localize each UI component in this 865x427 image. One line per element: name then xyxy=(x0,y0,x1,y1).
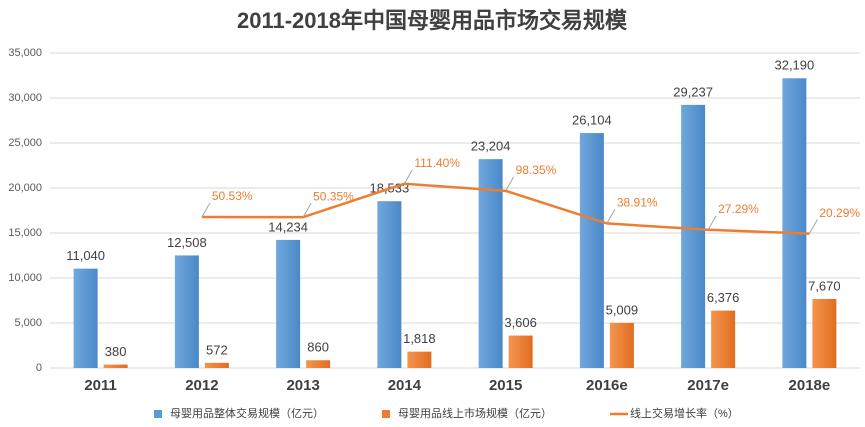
value-label: 3,606 xyxy=(504,315,537,330)
y-tick-label: 30,000 xyxy=(8,92,42,104)
bar xyxy=(407,351,432,368)
value-label: 29,237 xyxy=(673,84,713,99)
value-label: 27.29% xyxy=(718,202,759,216)
y-tick-label: 15,000 xyxy=(8,227,42,239)
bar xyxy=(681,104,706,368)
value-label: 12,508 xyxy=(167,235,207,250)
leader-line xyxy=(707,215,717,231)
value-label: 20.29% xyxy=(819,206,860,220)
bar xyxy=(174,255,199,368)
value-label: 6,376 xyxy=(707,290,740,305)
y-tick-label: 5,000 xyxy=(14,317,42,329)
x-tick-label: 2013 xyxy=(286,377,319,394)
y-tick-label: 35,000 xyxy=(8,47,42,59)
value-label: 1,818 xyxy=(403,331,436,346)
bar xyxy=(609,322,634,368)
leader-line xyxy=(808,219,818,234)
x-tick-label: 2011 xyxy=(84,377,117,394)
x-tick-label: 2016e xyxy=(586,377,628,394)
value-label: 38.91% xyxy=(617,196,658,210)
x-tick-label: 2012 xyxy=(185,377,218,394)
bar xyxy=(73,268,98,368)
value-label: 380 xyxy=(105,344,127,359)
y-tick-label: 20,000 xyxy=(8,182,42,194)
bar xyxy=(103,364,128,368)
bar xyxy=(204,362,229,368)
leader-line xyxy=(606,209,616,224)
y-tick-label: 0 xyxy=(36,362,42,374)
x-tick-label: 2015 xyxy=(489,377,522,394)
x-tick-label: 2014 xyxy=(388,377,422,394)
chart-title: 2011-2018年中国母婴用品市场交易规模 xyxy=(237,8,628,33)
value-label: 5,009 xyxy=(606,302,639,317)
bar xyxy=(377,201,402,368)
y-tick-label: 10,000 xyxy=(8,272,42,284)
bar xyxy=(579,133,604,368)
value-label: 26,104 xyxy=(572,113,612,128)
value-label: 98.35% xyxy=(516,163,557,177)
value-label: 860 xyxy=(307,340,329,355)
value-label: 32,190 xyxy=(774,58,814,73)
bar xyxy=(711,310,736,368)
legend-swatch xyxy=(382,410,390,418)
leader-line xyxy=(302,202,312,218)
x-tick-label: 2017e xyxy=(687,377,729,394)
leader-line xyxy=(403,169,413,184)
bar xyxy=(306,360,331,368)
value-label: 23,204 xyxy=(471,139,511,154)
legend-label: 母婴用品整体交易规模（亿元） xyxy=(170,406,324,420)
leader-line xyxy=(505,176,515,192)
value-label: 572 xyxy=(206,342,228,357)
x-tick-label: 2018e xyxy=(789,377,831,394)
value-label: 11,040 xyxy=(66,248,105,263)
bar xyxy=(812,298,837,368)
value-label: 7,670 xyxy=(808,278,841,293)
bar xyxy=(782,78,807,368)
bar xyxy=(276,239,301,368)
legend-swatch xyxy=(154,410,162,418)
value-label: 50.35% xyxy=(313,189,354,203)
value-label: 50.53% xyxy=(212,189,253,203)
legend-label: 线上交易增长率（%） xyxy=(630,406,739,420)
bar xyxy=(478,159,503,368)
value-label: 111.40% xyxy=(414,156,460,170)
y-tick-label: 25,000 xyxy=(8,137,42,149)
leader-line xyxy=(201,202,211,218)
bar xyxy=(508,335,533,368)
value-label: 14,234 xyxy=(268,219,308,234)
legend-label: 母婴用品线上市场规模（亿元） xyxy=(398,406,552,420)
